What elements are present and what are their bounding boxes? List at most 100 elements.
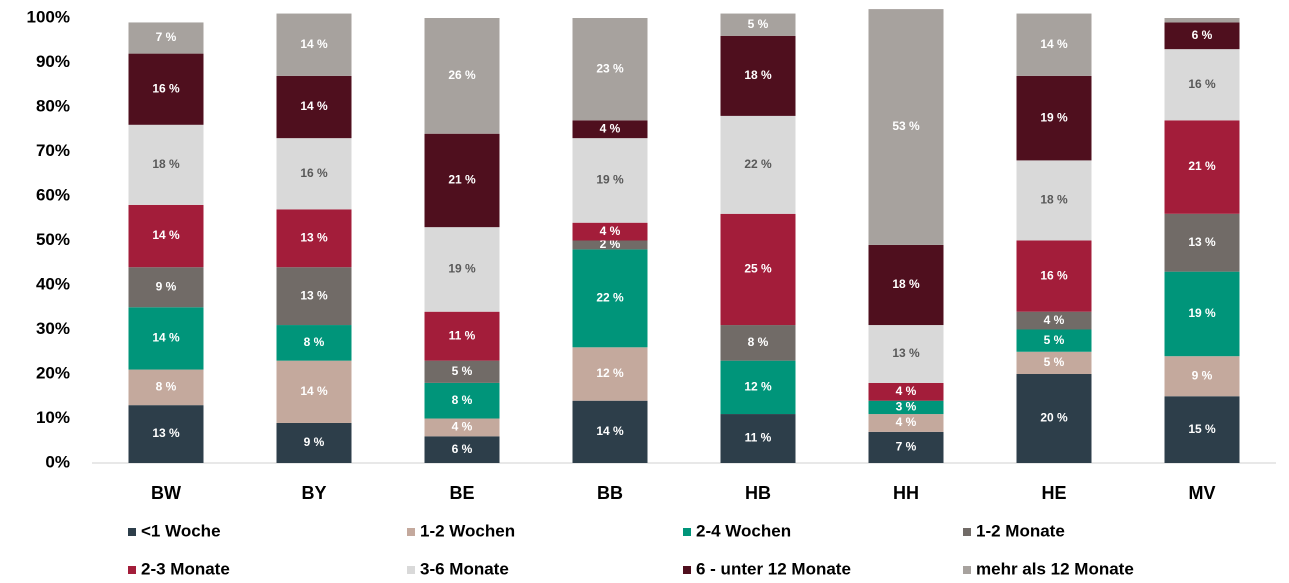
bar-segment [1164,213,1240,272]
data-label: 5 % [452,364,473,378]
y-tick-label: 10% [36,408,70,427]
data-label: 13 % [152,426,180,440]
bar-segment [572,249,648,348]
bar-segment [424,360,500,383]
data-label: 26 % [448,68,476,82]
bar-segment [128,405,204,463]
data-label: 53 % [892,119,920,133]
x-tick-label: BY [301,483,326,503]
data-label: 3 % [896,400,917,414]
y-tick-label: 100% [27,7,70,26]
data-label: 19 % [1040,110,1068,124]
legend-label: 3-6 Monate [420,559,509,578]
data-label: 14 % [1040,37,1068,51]
bar-segment [1164,49,1240,121]
bar-segment [868,9,944,245]
bar-segment [424,418,500,437]
bar-segment [1016,311,1092,330]
data-label: 14 % [152,331,180,345]
data-label: 14 % [300,384,328,398]
data-label: 4 % [1044,313,1065,327]
data-label: 14 % [152,228,180,242]
legend-label: 6 - unter 12 Monate [696,559,851,578]
data-label: 16 % [1040,268,1068,282]
bar-segment [720,414,796,463]
legend-swatch [128,528,136,536]
bar-segment [424,436,500,463]
bar-segment [868,400,944,415]
bar-segment [572,18,648,121]
bar-segment [572,240,648,250]
legend-swatch [683,566,691,574]
y-tick-label: 50% [36,230,70,249]
data-label: 7 % [156,30,177,44]
data-label: 6 % [1192,28,1213,42]
bar-segment [424,133,500,228]
data-label: 14 % [300,99,328,113]
data-label: 18 % [1040,193,1068,207]
bar-segment [572,120,648,139]
data-label: 23 % [596,61,624,75]
legend-swatch [963,528,971,536]
bar-segment [868,325,944,383]
bar-segment [1164,120,1240,214]
legend-label: 1-2 Wochen [420,521,515,540]
legend-label: 1-2 Monate [976,521,1065,540]
data-label: 19 % [596,173,624,187]
x-tick-label: BB [597,483,623,503]
data-label: 9 % [1192,368,1213,382]
data-label: 18 % [152,157,180,171]
x-tick-label: BE [449,483,474,503]
data-label: 11 % [745,431,772,445]
bar-segment [1016,240,1092,312]
legend-label: 2-3 Monate [141,559,230,578]
data-label: 8 % [748,335,769,349]
data-label: 22 % [744,157,772,171]
y-tick-label: 40% [36,274,70,293]
data-label: 25 % [744,262,772,276]
legend-label: <1 Woche [141,521,221,540]
bar-segment [720,325,796,361]
bar-segment [128,22,204,54]
legend-label: 2-4 Wochen [696,521,791,540]
data-label: 4 % [452,420,473,434]
bar-segment [1016,75,1092,161]
data-label: 15 % [1188,422,1216,436]
y-tick-label: 0% [45,452,70,471]
y-tick-label: 60% [36,185,70,204]
data-label: 20 % [1040,411,1068,425]
data-label: 4 % [896,384,917,398]
bar-segment [1016,329,1092,352]
bar-segment [276,13,352,76]
data-label: 6 % [452,442,473,456]
data-label: 5 % [748,17,769,31]
data-label: 19 % [448,262,476,276]
bar-segment [720,115,796,214]
bar-segment [1016,160,1092,241]
data-label: 8 % [304,335,325,349]
bar-segment [128,307,204,370]
bar-segment [1016,13,1092,76]
data-label: 5 % [1044,333,1065,347]
bar-segment [1164,271,1240,357]
data-label: 8 % [452,393,473,407]
data-label: 14 % [300,37,328,51]
legend-swatch [683,528,691,536]
bar-segment [424,311,500,361]
data-label: 21 % [1188,159,1216,173]
bar-segment [128,204,204,268]
x-tick-label: MV [1189,483,1216,503]
data-label: 4 % [896,415,917,429]
bar-segment [720,35,796,116]
data-label: 13 % [300,288,328,302]
data-label: 4 % [600,224,621,238]
bar-segment [572,138,648,223]
bar-segment [572,222,648,241]
x-tick-label: HE [1041,483,1066,503]
data-label: 9 % [304,435,325,449]
data-label: 16 % [1188,77,1216,91]
data-label: 18 % [892,277,920,291]
y-tick-label: 30% [36,319,70,338]
legend-swatch [128,566,136,574]
data-label: 13 % [300,230,328,244]
